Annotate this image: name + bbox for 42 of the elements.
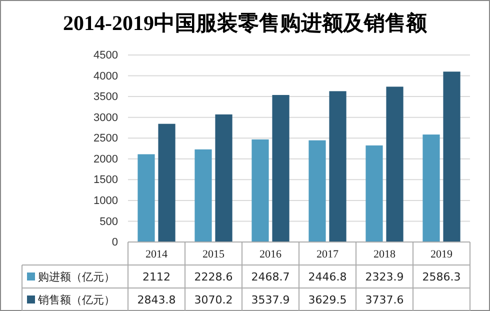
- x-tick-label: 2014: [146, 248, 168, 260]
- legend-label: 购进额（亿元）: [38, 270, 115, 284]
- bar: [386, 86, 404, 242]
- data-label: 3537.9: [251, 294, 290, 306]
- bar: [158, 124, 176, 242]
- y-tick-label: 2000: [94, 153, 118, 166]
- y-tick-label: 2500: [94, 132, 118, 145]
- y-tick-label: 3000: [94, 112, 118, 124]
- bar: [443, 72, 460, 242]
- data-label: 2843.8: [137, 294, 176, 306]
- bar: [329, 91, 346, 242]
- y-tick-label: 4500: [94, 50, 118, 62]
- y-tick-label: 500: [100, 216, 118, 228]
- data-label: 2228.6: [194, 270, 233, 284]
- data-label: 3629.5: [308, 294, 347, 306]
- data-label: 2446.8: [308, 270, 347, 284]
- data-label: 2586.3: [422, 270, 461, 284]
- y-tick-label: 1000: [94, 194, 118, 207]
- bar: [366, 145, 383, 242]
- y-tick-label: 4000: [94, 70, 118, 82]
- data-label: 2323.9: [365, 270, 404, 284]
- x-tick-label: 2016: [260, 248, 282, 260]
- y-tick-label: 3500: [94, 91, 118, 104]
- bar: [422, 134, 440, 242]
- bar: [194, 149, 212, 242]
- bar: [138, 154, 155, 242]
- bar: [252, 139, 269, 242]
- x-tick-label: 2017: [316, 248, 339, 260]
- data-label: 2112: [142, 270, 170, 284]
- bar: [215, 114, 232, 242]
- y-tick-label: 1500: [94, 174, 118, 186]
- legend-label: 销售额（亿元）: [37, 294, 115, 306]
- data-label: 3070.2: [194, 294, 233, 306]
- x-tick-label: 2018: [374, 248, 396, 260]
- data-label: 3737.6: [365, 294, 404, 306]
- bar: [272, 94, 290, 242]
- x-tick-label: 2015: [202, 248, 225, 260]
- chart-title: 2014-2019中国服装零售购进额及销售额: [63, 11, 428, 35]
- y-tick-label: 0: [112, 236, 118, 249]
- x-tick-label: 2019: [430, 248, 453, 260]
- bar: [308, 140, 326, 242]
- data-label: 2468.7: [251, 270, 290, 284]
